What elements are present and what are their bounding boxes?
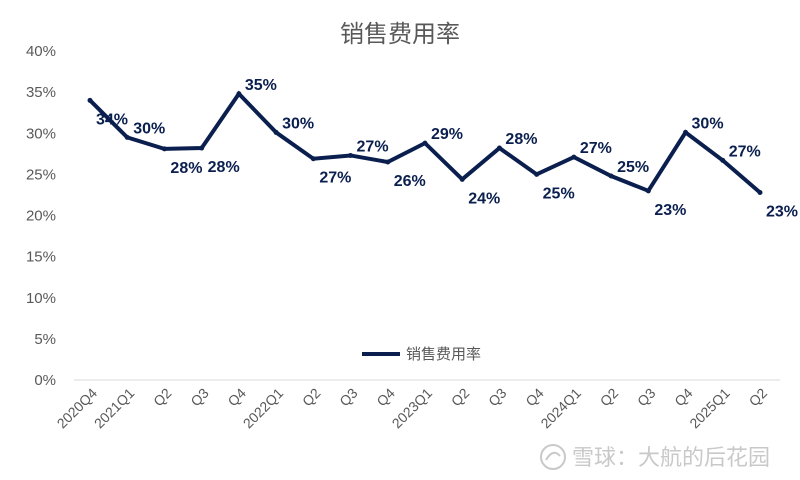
data-point bbox=[161, 146, 167, 152]
y-tick-label: 25% bbox=[26, 166, 56, 183]
x-tick-label: 2020Q4 bbox=[54, 385, 101, 432]
data-label: 25% bbox=[617, 159, 649, 176]
data-point bbox=[422, 140, 428, 146]
watermark-text: 雪球：大航的后花园 bbox=[572, 446, 770, 471]
legend: 销售费用率 bbox=[362, 345, 481, 363]
x-tick-label: 2022Q1 bbox=[240, 385, 287, 432]
data-label: 34% bbox=[96, 111, 128, 128]
x-tick-label: Q2 bbox=[150, 385, 175, 410]
x-tick-label: Q4 bbox=[224, 385, 249, 410]
data-label: 23% bbox=[654, 202, 686, 219]
data-label: 30% bbox=[282, 115, 314, 132]
data-label: 27% bbox=[580, 140, 612, 157]
data-label: 27% bbox=[729, 143, 761, 160]
data-point bbox=[683, 129, 689, 135]
data-point bbox=[720, 157, 726, 163]
data-label: 24% bbox=[468, 190, 500, 207]
data-label: 29% bbox=[431, 126, 463, 143]
data-point bbox=[87, 97, 93, 103]
x-tick-label: Q3 bbox=[336, 385, 361, 410]
chart-title: 销售费用率 bbox=[340, 20, 460, 48]
x-tick-label: 2021Q1 bbox=[91, 385, 138, 432]
x-tick-label: Q2 bbox=[448, 385, 473, 410]
x-tick-label: 2024Q1 bbox=[537, 385, 584, 432]
data-label: 23% bbox=[766, 203, 798, 220]
x-tick-label: Q2 bbox=[299, 385, 324, 410]
data-point bbox=[199, 145, 205, 151]
data-point bbox=[571, 154, 577, 160]
data-label: 26% bbox=[394, 173, 426, 190]
data-label: 35% bbox=[245, 77, 277, 94]
data-label: 30% bbox=[692, 115, 724, 132]
y-tick-label: 15% bbox=[26, 249, 56, 266]
data-points bbox=[87, 91, 763, 195]
data-point bbox=[534, 171, 540, 177]
data-point bbox=[385, 159, 391, 165]
data-labels: 34% 30% 28% 28% 35% 30% 27% 27% 26% 29% 24% 28% 25% 2… bbox=[96, 77, 798, 221]
data-point bbox=[236, 91, 242, 97]
data-label: 30% bbox=[133, 120, 165, 137]
data-label: 25% bbox=[543, 185, 575, 202]
x-tick-label: 2025Q1 bbox=[686, 385, 733, 432]
y-tick-label: 35% bbox=[26, 84, 56, 101]
data-label: 27% bbox=[357, 138, 389, 155]
data-point bbox=[124, 134, 130, 140]
y-tick-label: 40% bbox=[26, 43, 56, 60]
x-tick-label: Q3 bbox=[485, 385, 510, 410]
x-tick-label: Q4 bbox=[522, 385, 547, 410]
x-tick-label: Q2 bbox=[597, 385, 622, 410]
data-point bbox=[645, 188, 651, 194]
data-point bbox=[757, 189, 763, 195]
data-label: 28% bbox=[170, 160, 202, 177]
x-tick-label: Q4 bbox=[671, 385, 696, 410]
data-point bbox=[459, 176, 465, 182]
y-tick-label: 30% bbox=[26, 125, 56, 142]
data-point bbox=[496, 145, 502, 151]
data-point bbox=[348, 152, 354, 158]
y-tick-label: 20% bbox=[26, 208, 56, 225]
x-tick-label: Q3 bbox=[187, 385, 212, 410]
y-tick-label: 10% bbox=[26, 290, 56, 307]
data-label: 28% bbox=[208, 159, 240, 176]
data-label: 27% bbox=[319, 170, 351, 187]
legend-label: 销售费用率 bbox=[406, 345, 481, 363]
x-tick-label: Q3 bbox=[634, 385, 659, 410]
y-tick-label: 5% bbox=[34, 331, 56, 348]
data-point bbox=[273, 129, 279, 135]
y-tick-label: 0% bbox=[34, 372, 56, 389]
data-label: 28% bbox=[505, 131, 537, 148]
data-point bbox=[608, 173, 614, 179]
x-tick-label: Q4 bbox=[373, 385, 398, 410]
x-tick-label: 2023Q1 bbox=[389, 385, 436, 432]
watermark: 雪球：大航的后花园 bbox=[540, 444, 770, 471]
y-axis: 0% 5% 10% 15% 20% 25% 30% 35% 40% bbox=[26, 43, 56, 389]
x-tick-label: Q2 bbox=[746, 385, 771, 410]
snowball-logo-icon bbox=[540, 444, 566, 470]
data-point bbox=[310, 156, 316, 162]
